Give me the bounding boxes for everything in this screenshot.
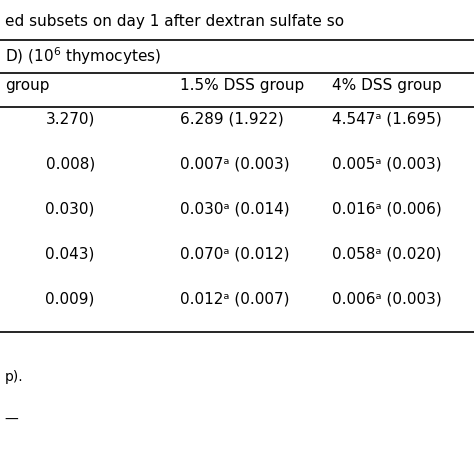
- Text: —: —: [5, 412, 18, 427]
- Text: 0.008): 0.008): [46, 156, 95, 172]
- Text: 0.030ᵃ (0.014): 0.030ᵃ (0.014): [180, 201, 290, 217]
- Text: 0.006ᵃ (0.003): 0.006ᵃ (0.003): [332, 292, 442, 307]
- Text: 0.030): 0.030): [46, 201, 95, 217]
- Text: group: group: [5, 78, 49, 93]
- Text: 4% DSS group: 4% DSS group: [332, 78, 442, 93]
- Text: 1.5% DSS group: 1.5% DSS group: [180, 78, 304, 93]
- Text: 4.547ᵃ (1.695): 4.547ᵃ (1.695): [332, 111, 442, 127]
- Text: ed subsets on day 1 after dextran sulfate so: ed subsets on day 1 after dextran sulfat…: [5, 14, 344, 29]
- Text: 0.016ᵃ (0.006): 0.016ᵃ (0.006): [332, 201, 442, 217]
- Text: 0.005ᵃ (0.003): 0.005ᵃ (0.003): [332, 156, 441, 172]
- Text: 0.058ᵃ (0.020): 0.058ᵃ (0.020): [332, 246, 441, 262]
- Text: 3.270): 3.270): [46, 111, 95, 127]
- Text: 0.009): 0.009): [46, 292, 95, 307]
- Text: p).: p).: [5, 370, 23, 384]
- Text: 0.070ᵃ (0.012): 0.070ᵃ (0.012): [180, 246, 290, 262]
- Text: 0.012ᵃ (0.007): 0.012ᵃ (0.007): [180, 292, 290, 307]
- Text: 0.043): 0.043): [46, 246, 95, 262]
- Text: D) (10$^6$ thymocytes): D) (10$^6$ thymocytes): [5, 45, 161, 67]
- Text: 0.007ᵃ (0.003): 0.007ᵃ (0.003): [180, 156, 290, 172]
- Text: 6.289 (1.922): 6.289 (1.922): [180, 111, 284, 127]
